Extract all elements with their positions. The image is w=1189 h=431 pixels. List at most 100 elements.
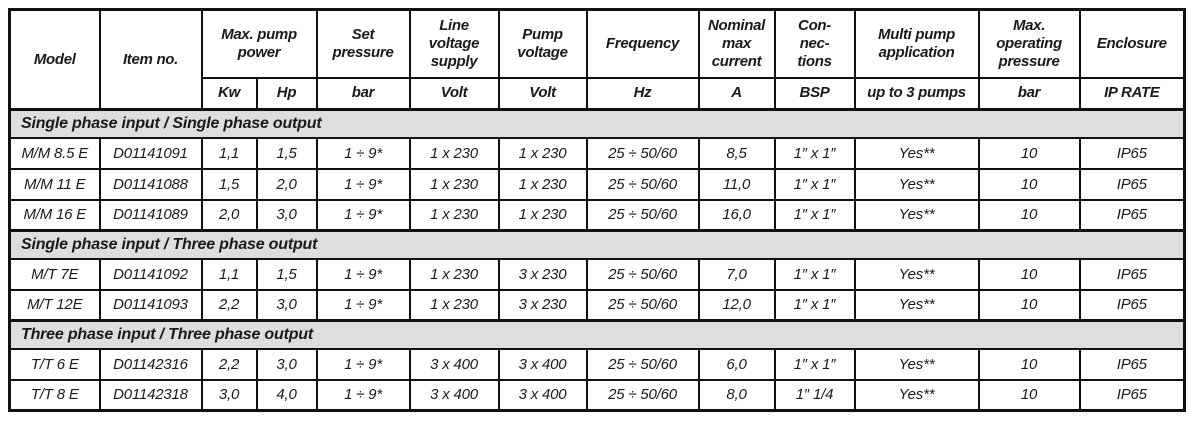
cell-max-pump-power-hp: 1,5 [255, 136, 318, 170]
cell-multi-pump-application-up-to-3-pumps: Yes** [853, 198, 980, 232]
cell-set-pressure-bar: 1 ÷ 9* [315, 288, 411, 322]
cell-max-operating-pressure-bar: 10 [977, 257, 1081, 291]
cell-nominal-max-current-a: 8,0 [697, 378, 776, 412]
cell-line-voltage-supply-volt: 3 x 400 [408, 347, 500, 381]
column-header-nominal-max-current: Nominal max current [697, 8, 776, 79]
table-row: M/M 16 E D01141089 2,0 3,0 1 ÷ 9* 1 x 230 1 x … [8, 198, 1186, 232]
cell-pump-voltage-volt: 3 x 400 [497, 347, 588, 381]
cell-frequency-hz: 25 ÷ 50/60 [585, 378, 700, 412]
cell-multi-pump-application-up-to-3-pumps: Yes** [853, 347, 980, 381]
column-unit-max-pump-power-hp: Hp [255, 76, 318, 111]
section-row: Single phase input / Three phase output [8, 229, 1186, 260]
cell-nominal-max-current-a: 11,0 [697, 167, 776, 201]
cell-model: M/T 12E [8, 288, 101, 322]
cell-pump-voltage-volt: 1 x 230 [497, 167, 588, 201]
cell-frequency-hz: 25 ÷ 50/60 [585, 288, 700, 322]
cell-max-pump-power-hp: 1,5 [255, 257, 318, 291]
cell-max-pump-power-hp: 3,0 [255, 347, 318, 381]
column-header-line-voltage-supply: Line voltage supply [408, 8, 500, 79]
cell-nominal-max-current-a: 16,0 [697, 198, 776, 232]
cell-set-pressure-bar: 1 ÷ 9* [315, 257, 411, 291]
column-unit-frequency-hz: Hz [585, 76, 700, 111]
cell-max-pump-power-hp: 3,0 [255, 198, 318, 232]
cell-set-pressure-bar: 1 ÷ 9* [315, 198, 411, 232]
cell-item-no: D01141093 [98, 288, 203, 322]
table-row: M/M 11 E D01141088 1,5 2,0 1 ÷ 9* 1 x 230 1 x … [8, 167, 1186, 201]
cell-pump-voltage-volt: 3 x 230 [497, 288, 588, 322]
column-unit-set-pressure-bar: bar [315, 76, 411, 111]
section-title: Single phase input / Three phase output [8, 229, 1186, 260]
column-unit-max-pump-power-kw: Kw [200, 76, 258, 111]
cell-multi-pump-application-up-to-3-pumps: Yes** [853, 378, 980, 412]
column-unit-nominal-max-current-a: A [697, 76, 776, 111]
cell-max-pump-power-hp: 2,0 [255, 167, 318, 201]
cell-item-no: D01142316 [98, 347, 203, 381]
column-header-con-nec-tions: Con- nec- tions [773, 8, 856, 79]
cell-frequency-hz: 25 ÷ 50/60 [585, 347, 700, 381]
table-header: Model Item no. Max. pump power Set pressure… [8, 8, 1186, 111]
cell-line-voltage-supply-volt: 1 x 230 [408, 136, 500, 170]
column-unit-enclosure-ip-rate: IP RATE [1078, 76, 1186, 111]
section-row: Single phase input / Single phase output [8, 108, 1186, 139]
cell-enclosure-ip-rate: IP65 [1078, 136, 1186, 170]
cell-max-pump-power-kw: 3,0 [200, 378, 258, 412]
cell-max-pump-power-kw: 1,1 [200, 136, 258, 170]
cell-con-nec-tions-bsp: 1″ x 1″ [773, 288, 856, 322]
cell-set-pressure-bar: 1 ÷ 9* [315, 347, 411, 381]
column-header-set-pressure: Set pressure [315, 8, 411, 79]
cell-line-voltage-supply-volt: 3 x 400 [408, 378, 500, 412]
column-unit-pump-voltage-volt: Volt [497, 76, 588, 111]
cell-line-voltage-supply-volt: 1 x 230 [408, 167, 500, 201]
cell-model: M/M 16 E [8, 198, 101, 232]
cell-model: M/T 7E [8, 257, 101, 291]
cell-max-pump-power-kw: 2,0 [200, 198, 258, 232]
cell-max-pump-power-kw: 2,2 [200, 288, 258, 322]
column-unit-multi-pump-application-up-to-3-pumps: up to 3 pumps [853, 76, 980, 111]
cell-max-pump-power-kw: 2,2 [200, 347, 258, 381]
cell-max-operating-pressure-bar: 10 [977, 136, 1081, 170]
cell-model: T/T 8 E [8, 378, 101, 412]
table-row: T/T 6 E D01142316 2,2 3,0 1 ÷ 9* 3 x 400 3 x 4… [8, 347, 1186, 381]
cell-pump-voltage-volt: 3 x 230 [497, 257, 588, 291]
cell-nominal-max-current-a: 7,0 [697, 257, 776, 291]
cell-nominal-max-current-a: 6,0 [697, 347, 776, 381]
cell-enclosure-ip-rate: IP65 [1078, 257, 1186, 291]
cell-multi-pump-application-up-to-3-pumps: Yes** [853, 136, 980, 170]
cell-con-nec-tions-bsp: 1″ x 1″ [773, 167, 856, 201]
section-title: Three phase input / Three phase output [8, 319, 1186, 350]
cell-max-operating-pressure-bar: 10 [977, 288, 1081, 322]
cell-model: M/M 8.5 E [8, 136, 101, 170]
cell-max-operating-pressure-bar: 10 [977, 378, 1081, 412]
cell-con-nec-tions-bsp: 1″ x 1″ [773, 257, 856, 291]
section-row: Three phase input / Three phase output [8, 319, 1186, 350]
table-row: M/T 12E D01141093 2,2 3,0 1 ÷ 9* 1 x 230 3 x 2… [8, 288, 1186, 322]
cell-line-voltage-supply-volt: 1 x 230 [408, 198, 500, 232]
cell-set-pressure-bar: 1 ÷ 9* [315, 378, 411, 412]
cell-item-no: D01141089 [98, 198, 203, 232]
column-unit-max-operating-pressure-bar: bar [977, 76, 1081, 111]
column-header-pump-voltage: Pump voltage [497, 8, 588, 79]
cell-con-nec-tions-bsp: 1″ 1/4 [773, 378, 856, 412]
cell-frequency-hz: 25 ÷ 50/60 [585, 198, 700, 232]
cell-item-no: D01142318 [98, 378, 203, 412]
cell-pump-voltage-volt: 1 x 230 [497, 198, 588, 232]
cell-enclosure-ip-rate: IP65 [1078, 378, 1186, 412]
table-row: M/M 8.5 E D01141091 1,1 1,5 1 ÷ 9* 1 x 230 1 x… [8, 136, 1186, 170]
cell-frequency-hz: 25 ÷ 50/60 [585, 136, 700, 170]
cell-max-pump-power-hp: 4,0 [255, 378, 318, 412]
cell-line-voltage-supply-volt: 1 x 230 [408, 257, 500, 291]
column-header-multi-pump-application: Multi pump application [853, 8, 980, 79]
cell-con-nec-tions-bsp: 1″ x 1″ [773, 198, 856, 232]
cell-multi-pump-application-up-to-3-pumps: Yes** [853, 167, 980, 201]
column-header-max-pump-power: Max. pump power [200, 8, 318, 79]
pump-spec-table: Model Item no. Max. pump power Set pressure… [8, 8, 1187, 412]
cell-max-pump-power-hp: 3,0 [255, 288, 318, 322]
cell-con-nec-tions-bsp: 1″ x 1″ [773, 136, 856, 170]
cell-pump-voltage-volt: 1 x 230 [497, 136, 588, 170]
cell-multi-pump-application-up-to-3-pumps: Yes** [853, 288, 980, 322]
column-header-enclosure: Enclosure [1078, 8, 1186, 79]
cell-max-pump-power-kw: 1,1 [200, 257, 258, 291]
cell-item-no: D01141088 [98, 167, 203, 201]
cell-set-pressure-bar: 1 ÷ 9* [315, 136, 411, 170]
